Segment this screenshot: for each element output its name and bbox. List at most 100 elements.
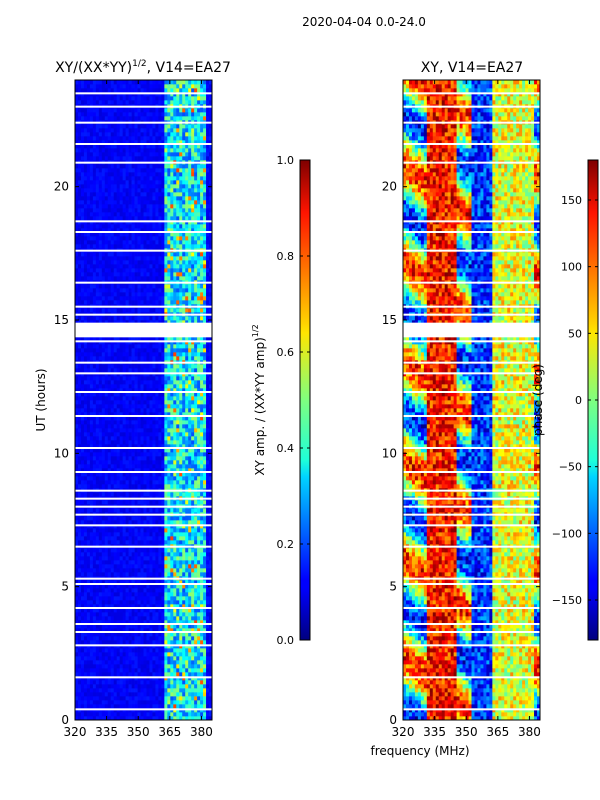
heatmap-cell bbox=[164, 536, 168, 541]
heatmap-cell bbox=[128, 572, 132, 577]
heatmap-cell bbox=[86, 680, 91, 685]
heatmap-cell bbox=[185, 352, 189, 357]
heatmap-cell bbox=[119, 476, 123, 481]
heatmap-cell bbox=[179, 508, 183, 513]
heatmap-cell bbox=[152, 476, 156, 481]
heatmap-cell bbox=[83, 564, 88, 569]
heatmap-cell bbox=[179, 656, 183, 661]
heatmap-cell bbox=[95, 688, 100, 693]
heatmap-cell bbox=[101, 296, 106, 301]
heatmap-cell bbox=[197, 712, 201, 717]
heatmap-cell bbox=[167, 408, 171, 413]
heatmap-cell bbox=[203, 368, 207, 373]
heatmap-cell bbox=[197, 620, 201, 625]
heatmap-cell bbox=[128, 664, 132, 669]
heatmap-cell bbox=[203, 352, 207, 357]
heatmap-cell bbox=[158, 560, 162, 565]
heatmap-cell bbox=[101, 460, 106, 465]
heatmap-cell bbox=[101, 452, 106, 457]
heatmap-cell bbox=[101, 536, 106, 541]
heatmap-cell bbox=[128, 344, 132, 349]
heatmap-cell bbox=[128, 588, 132, 593]
heatmap-cell bbox=[140, 336, 144, 341]
heatmap-cell bbox=[146, 604, 150, 609]
heatmap-cell bbox=[131, 300, 135, 305]
heatmap-cell bbox=[116, 672, 121, 677]
heatmap-cell bbox=[185, 388, 189, 393]
heatmap-cell bbox=[185, 656, 189, 661]
heatmap-cell bbox=[107, 468, 112, 473]
heatmap-cell bbox=[203, 604, 207, 609]
heatmap-cell bbox=[137, 612, 141, 617]
heatmap-cell bbox=[209, 552, 213, 557]
heatmap-cell bbox=[158, 356, 162, 361]
heatmap-cell bbox=[179, 640, 183, 645]
heatmap-cell bbox=[125, 624, 129, 629]
heatmap-cell bbox=[92, 680, 97, 685]
heatmap-cell bbox=[110, 672, 115, 677]
heatmap-cell bbox=[137, 300, 141, 305]
heatmap-cell bbox=[173, 456, 177, 461]
heatmap-cell bbox=[179, 536, 183, 541]
heatmap-cell bbox=[179, 636, 183, 641]
heatmap-cell bbox=[119, 308, 123, 313]
heatmap-cell bbox=[98, 476, 103, 481]
heatmap-cell bbox=[206, 552, 210, 557]
heatmap-cell bbox=[77, 572, 82, 577]
heatmap-cell bbox=[131, 484, 135, 489]
heatmap-cell bbox=[122, 352, 126, 357]
heatmap-cell bbox=[95, 460, 100, 465]
heatmap-cell bbox=[197, 660, 201, 665]
heatmap-cell bbox=[104, 584, 109, 589]
heatmap-cell bbox=[104, 344, 109, 349]
heatmap-cell bbox=[98, 448, 103, 453]
heatmap-cell bbox=[170, 464, 174, 469]
heatmap-cell bbox=[110, 424, 115, 429]
heatmap-cell bbox=[167, 464, 171, 469]
heatmap-cell bbox=[95, 348, 100, 353]
heatmap-cell bbox=[107, 412, 112, 417]
heatmap-cell bbox=[170, 540, 174, 545]
heatmap-cell bbox=[155, 288, 159, 293]
heatmap-cell bbox=[75, 656, 79, 661]
heatmap-cell bbox=[92, 592, 97, 597]
heatmap-cell bbox=[143, 668, 147, 673]
heatmap-cell bbox=[191, 452, 195, 457]
heatmap-cell bbox=[179, 352, 183, 357]
heatmap-cell bbox=[89, 440, 94, 445]
heatmap-cell bbox=[167, 352, 171, 357]
heatmap-cell bbox=[143, 536, 147, 541]
heatmap-cell bbox=[185, 288, 189, 293]
heatmap-cell bbox=[173, 336, 177, 341]
heatmap-cell bbox=[98, 424, 103, 429]
heatmap-cell bbox=[89, 432, 94, 437]
heatmap-cell bbox=[170, 428, 174, 433]
heatmap-cell bbox=[167, 376, 171, 381]
heatmap-cell bbox=[110, 564, 115, 569]
heatmap-cell bbox=[155, 472, 159, 477]
heatmap-cell bbox=[75, 476, 79, 481]
heatmap-cell bbox=[75, 508, 79, 513]
heatmap-cell bbox=[119, 692, 123, 697]
heatmap-cell bbox=[188, 584, 192, 589]
heatmap-cell bbox=[92, 696, 97, 701]
heatmap-cell bbox=[170, 400, 174, 405]
heatmap-cell bbox=[146, 572, 150, 577]
heatmap-cell bbox=[89, 380, 94, 385]
heatmap-cell bbox=[134, 476, 138, 481]
heatmap-cell bbox=[116, 548, 121, 553]
heatmap-cell bbox=[83, 480, 88, 485]
heatmap-cell bbox=[167, 388, 171, 393]
heatmap-cell bbox=[134, 420, 138, 425]
heatmap-cell bbox=[131, 456, 135, 461]
heatmap-cell bbox=[152, 532, 156, 537]
heatmap-cell bbox=[110, 592, 115, 597]
heatmap-cell bbox=[170, 380, 174, 385]
heatmap-cell bbox=[188, 588, 192, 593]
heatmap-cell bbox=[164, 552, 168, 557]
heatmap-cell bbox=[89, 416, 94, 421]
heatmap-cell bbox=[188, 448, 192, 453]
heatmap-cell bbox=[170, 588, 174, 593]
heatmap-cell bbox=[143, 584, 147, 589]
heatmap-cell bbox=[86, 528, 91, 533]
